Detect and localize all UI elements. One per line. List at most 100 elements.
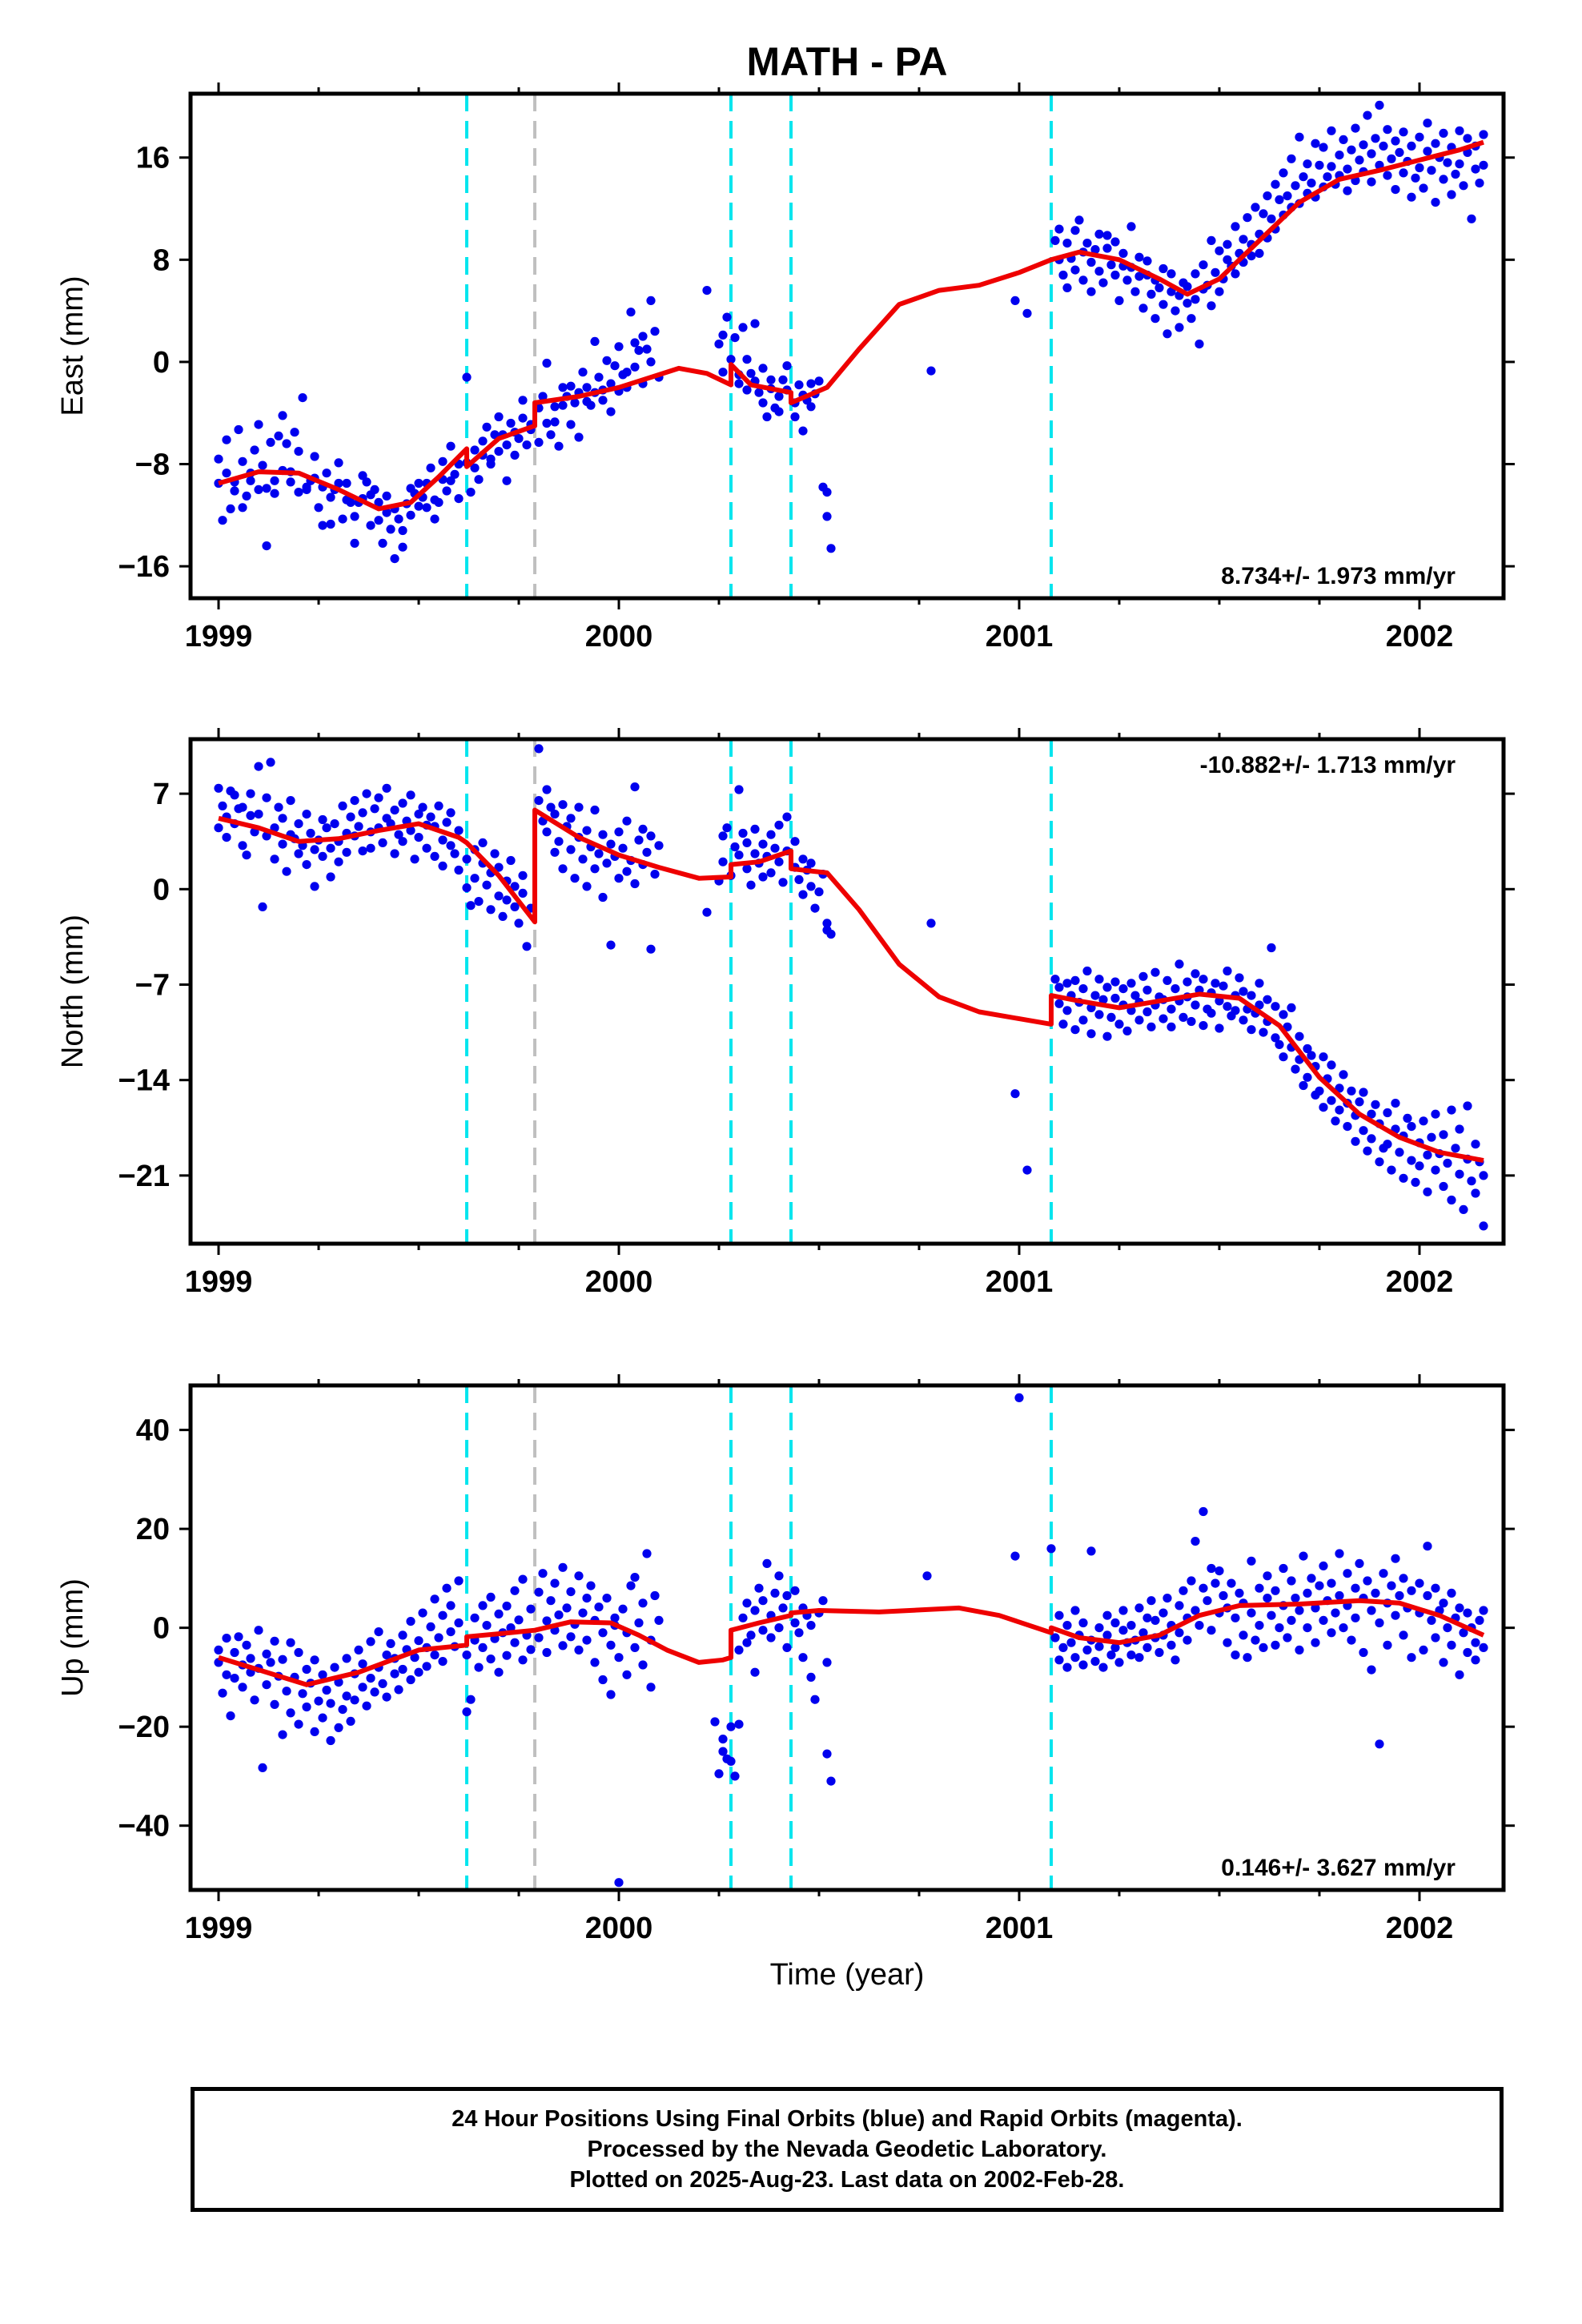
north-data-point xyxy=(446,808,456,818)
up-data-point xyxy=(586,1581,596,1590)
north-panel: 1999 2000 2001 2002 −21 −14 −7 0 7 North (mm) -10.… xyxy=(56,728,1515,1299)
up-data-point xyxy=(1191,1606,1200,1615)
east-data-point xyxy=(1427,166,1436,175)
north-data-point xyxy=(438,835,448,845)
up-data-point xyxy=(262,1680,271,1690)
up-data-point xyxy=(770,1588,780,1598)
north-data-point xyxy=(1287,1003,1296,1012)
east-data-point xyxy=(390,554,400,564)
north-data-point xyxy=(1331,1116,1340,1126)
east-data-point xyxy=(1319,143,1328,152)
east-data-point xyxy=(502,476,512,485)
chart-title: MATH - PA xyxy=(747,39,948,84)
up-data-point xyxy=(1094,1623,1104,1633)
east-data-point xyxy=(626,308,636,317)
north-data-point xyxy=(410,854,420,864)
up-data-point xyxy=(438,1657,448,1667)
east-data-point xyxy=(558,383,568,392)
up-data-point xyxy=(1094,1642,1104,1651)
east-data-point xyxy=(1291,181,1300,191)
up-data-point xyxy=(534,1587,544,1597)
north-data-point xyxy=(1303,1072,1312,1082)
east-data-point xyxy=(326,519,335,529)
east-data-point xyxy=(1094,267,1104,276)
east-data-point xyxy=(358,471,367,480)
north-data-point xyxy=(1186,1016,1196,1027)
up-data-point xyxy=(1014,1393,1024,1402)
north-data-point xyxy=(1403,1113,1412,1123)
up-data-point xyxy=(1471,1655,1480,1665)
up-y-tick-label: −40 xyxy=(118,1810,170,1844)
up-data-point xyxy=(1299,1551,1308,1561)
east-data-point xyxy=(446,441,456,451)
up-data-point xyxy=(446,1601,456,1610)
up-data-point xyxy=(318,1670,327,1679)
east-data-point xyxy=(1455,126,1464,135)
up-data-point xyxy=(1371,1588,1380,1598)
up-data-point xyxy=(262,1649,271,1659)
east-data-point xyxy=(1082,239,1092,248)
north-data-point xyxy=(1126,979,1136,988)
east-data-point xyxy=(314,503,323,513)
north-data-point xyxy=(382,783,391,793)
north-data-point xyxy=(302,810,311,819)
north-data-point xyxy=(774,857,784,866)
up-data-point xyxy=(618,1604,628,1614)
north-data-point xyxy=(758,872,768,882)
north-data-point xyxy=(498,911,508,921)
up-data-point xyxy=(1255,1621,1264,1630)
north-data-point xyxy=(494,891,504,901)
up-data-point xyxy=(1315,1581,1324,1590)
up-data-point xyxy=(282,1687,291,1696)
east-data-point xyxy=(1447,190,1456,199)
up-data-point xyxy=(614,1653,624,1663)
east-data-point xyxy=(1315,160,1324,170)
up-data-point xyxy=(1010,1551,1020,1561)
up-data-point xyxy=(1058,1642,1068,1652)
north-data-point xyxy=(590,864,600,874)
east-data-point xyxy=(310,452,319,461)
north-data-point xyxy=(326,843,335,853)
up-data-point xyxy=(526,1604,536,1614)
up-data-point xyxy=(1391,1554,1400,1563)
up-data-point xyxy=(410,1653,420,1663)
north-data-point xyxy=(1315,1086,1324,1096)
north-data-point xyxy=(342,847,351,857)
east-data-point xyxy=(1415,163,1424,173)
east-data-point xyxy=(774,407,784,416)
east-data-point xyxy=(1158,263,1168,274)
north-data-point xyxy=(358,846,367,856)
up-data-point xyxy=(1307,1574,1316,1583)
east-y-tick-label: 16 xyxy=(136,142,170,175)
north-data-point xyxy=(1138,971,1148,981)
north-data-point xyxy=(722,823,732,833)
up-data-point xyxy=(1150,1615,1160,1625)
east-data-point xyxy=(454,494,464,504)
east-data-point xyxy=(298,393,307,403)
up-data-point xyxy=(626,1581,636,1590)
north-data-point xyxy=(1359,1088,1368,1097)
east-data-point xyxy=(1174,323,1184,332)
north-data-point xyxy=(826,929,836,939)
north-data-point xyxy=(1078,1015,1088,1025)
up-data-point xyxy=(362,1701,371,1711)
north-data-point xyxy=(646,831,656,841)
north-data-point xyxy=(266,758,275,767)
up-model-curve xyxy=(218,1598,1485,1687)
up-data-point xyxy=(1271,1586,1280,1595)
up-data-point xyxy=(1295,1606,1304,1615)
east-data-point xyxy=(1439,175,1448,184)
up-data-point xyxy=(1255,1583,1264,1593)
up-data-point xyxy=(1062,1621,1072,1630)
up-data-point xyxy=(1339,1623,1348,1633)
north-data-point xyxy=(278,814,287,823)
east-data-point xyxy=(1443,158,1452,167)
up-data-point xyxy=(1182,1635,1192,1645)
east-data-point xyxy=(1170,306,1180,316)
east-data-point xyxy=(346,497,355,508)
north-data-point xyxy=(734,785,744,794)
north-data-point xyxy=(242,850,251,860)
east-data-point xyxy=(582,383,592,392)
north-data-point xyxy=(414,833,424,842)
up-rate-label: 0.146+/- 3.627 mm/yr xyxy=(1221,1855,1456,1881)
